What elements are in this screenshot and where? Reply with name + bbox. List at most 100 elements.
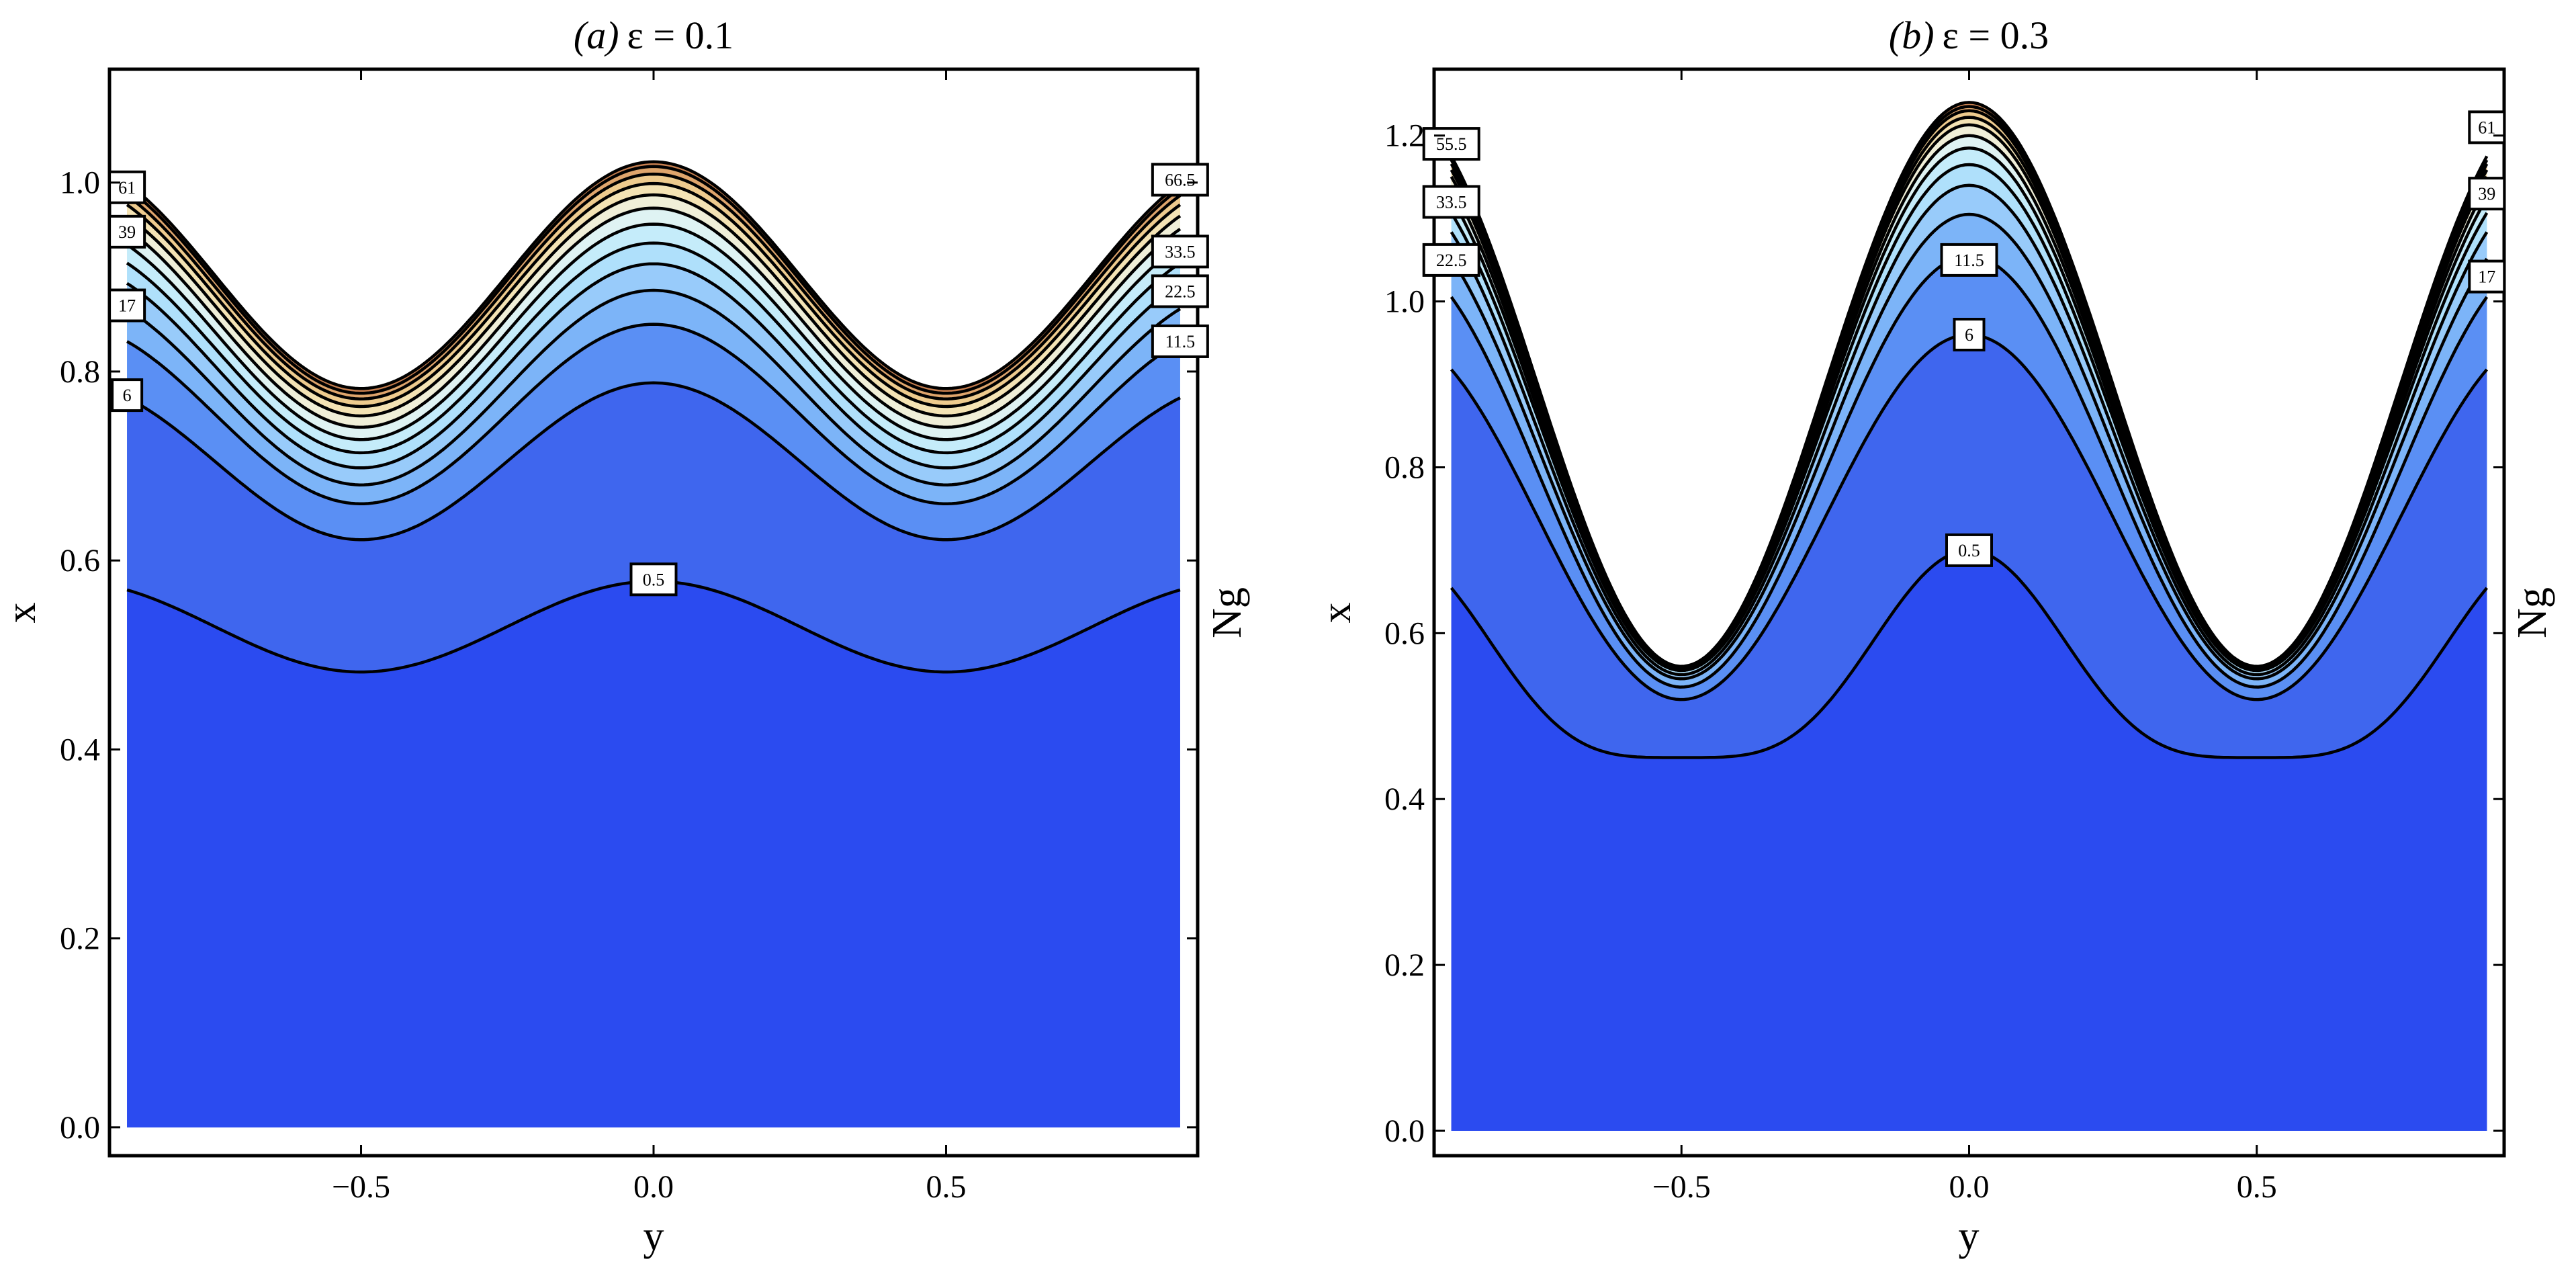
panel-a-contour-line-28 [126, 241, 1182, 455]
panel-a-contour-label-text: 6 [123, 386, 132, 405]
panel-a-y-tick-label: 0.4 [60, 732, 100, 767]
panel-b-contour-label-box [2468, 259, 2506, 294]
panel-b-contour-label-box [1945, 533, 1993, 567]
panel-a-contour-label-61: 61 [108, 170, 146, 204]
panel-a-ticks: −0.5 0.0 0.5 0.0 0.2 0.4 0.6 0.8 1.0 [60, 69, 1198, 1205]
panel-b-contour-label-text: 39 [2478, 184, 2495, 204]
panel-b-contour-label-text: 55.5 [1436, 134, 1467, 154]
panel-b-contour-label-55.5: 55.5 [1422, 127, 1480, 161]
panel-b-contour-label-box [2468, 110, 2506, 144]
panel-b-y-tick-label: 1.2 [1384, 118, 1425, 154]
panel-b-contour-label-box [1940, 243, 1998, 277]
panel-a-contour-line-61 [126, 165, 1182, 395]
panel-b-y-tick-label: 0.4 [1384, 781, 1425, 817]
panel-b-contour-label-box [2468, 177, 2506, 211]
panel-a-contour-label-text: 22.5 [1165, 282, 1196, 301]
panel-b-contour-line-66.5 [1450, 101, 2489, 668]
panel-a-contour-line-22.5 [126, 262, 1182, 470]
panel-b-contour-label-text: 6 [1965, 325, 1973, 345]
panel-a-contour-label-box [1151, 274, 1209, 308]
panel-a-contour-line-17 [126, 288, 1182, 486]
panel-a-y-axis-label: x [0, 603, 44, 624]
panel-a-contour-line-50 [126, 181, 1182, 409]
panel-b-contour-label-11.5: 11.5 [1940, 243, 1998, 277]
panel-b-title-prefix: (b) [1889, 13, 1935, 57]
panel-b-y-tick-label: 0.0 [1384, 1113, 1425, 1149]
panel-a-contour-label-box [108, 214, 146, 249]
panel-a-contour-label-box [629, 562, 678, 597]
panel-a-title: (a) ε = 0.1 [574, 13, 734, 57]
panel-a-contour-label-box [108, 288, 146, 323]
panel-b-y-tick-label: 0.2 [1384, 947, 1425, 983]
panel-a-contour-label-0.5: 0.5 [629, 562, 678, 597]
panel-b: (b) ε = 0.3 0.5 6 11.5 22.5 33.5 55.5 17 39 61 −0… [1314, 13, 2555, 1259]
panel-a-contour-label-text: 39 [118, 222, 136, 242]
panel-b-contour-label-text: 33.5 [1436, 192, 1467, 212]
panel-b-x-tick-label: 0.5 [2237, 1169, 2277, 1205]
panel-b-contour-label-box [1422, 243, 1480, 277]
panel-b-contour-label-box [1953, 317, 1986, 351]
panel-b-colorbar-label: Ng [2510, 587, 2555, 638]
panel-b-y-tick-label: 0.8 [1384, 450, 1425, 485]
panel-a-contour-label-box [111, 378, 144, 413]
panel-b-contour-label-text: 61 [2478, 118, 2495, 137]
panel-a-contour-label-box [1151, 234, 1209, 269]
panel-b-contour-label-17: 17 [2468, 259, 2506, 294]
panel-a-contour-label-text: 0.5 [643, 570, 665, 589]
panel-a-x-tick-label: 0.0 [633, 1169, 674, 1205]
panel-a-contour-label-text: 17 [118, 296, 136, 316]
panel-b-contour-label-box [1422, 127, 1480, 161]
panel-a-contour-label-33.5: 33.5 [1151, 234, 1209, 269]
panel-a-contour-label-39: 39 [108, 214, 146, 249]
panel-b-x-axis-label: y [1959, 1213, 1980, 1259]
panel-a-contour-label-11.5: 11.5 [1151, 324, 1209, 358]
panel-a-y-tick-label: 0.0 [60, 1110, 100, 1146]
panel-a-title-main: ε = 0.1 [627, 13, 734, 57]
panel-a-contour-label-text: 66.5 [1165, 171, 1196, 190]
panel-a-x-axis-label: y [643, 1213, 664, 1259]
panel-b-contour-label-0.5: 0.5 [1945, 533, 1993, 567]
panel-a-contour-label-box [1151, 163, 1209, 197]
panel-a-contour-line-33.5 [126, 222, 1182, 441]
panel-b-band-13 [1451, 550, 2487, 1131]
panel-a-contour-line-39 [126, 206, 1182, 429]
panel-a-contour-label-text: 11.5 [1165, 332, 1196, 351]
panel-a-title-prefix: (a) [574, 13, 619, 57]
panel-b-contour-label-39: 39 [2468, 177, 2506, 211]
panel-a-contour-label-text: 61 [118, 178, 136, 198]
panel-b-title-main: ε = 0.3 [1943, 13, 2049, 57]
panel-a-contour-label-box [1151, 324, 1209, 358]
panel-a-y-tick-label: 0.6 [60, 543, 100, 579]
panel-b-y-tick-label: 1.0 [1384, 284, 1425, 320]
panel-b-x-tick-label: −0.5 [1652, 1169, 1711, 1205]
panel-b-title: (b) ε = 0.3 [1889, 13, 2049, 57]
panel-a-contour-label-box [108, 170, 146, 204]
panel-a-band-13 [127, 581, 1180, 1127]
panel-b-y-tick-label: 0.6 [1384, 615, 1425, 651]
panel-b-contour-plot [1450, 101, 2489, 1131]
panel-b-contour-label-text: 11.5 [1954, 251, 1984, 270]
panel-b-ticks: −0.5 0.0 0.5 0.0 0.2 0.4 0.6 0.8 1.0 1.2 [1384, 69, 2504, 1205]
panel-b-x-tick-label: 0.0 [1949, 1169, 1990, 1205]
panel-a-colorbar-label: Ng [1204, 587, 1250, 638]
panel-b-contour-label-text: 17 [2478, 267, 2495, 287]
panel-a-contour-line-44.5 [126, 193, 1182, 418]
panel-a-contour-plot [126, 160, 1182, 1127]
panel-b-contour-label-22.5: 22.5 [1422, 243, 1480, 277]
panel-b-contour-label-text: 22.5 [1436, 251, 1467, 270]
panel-b-contour-line-17 [1450, 212, 2489, 681]
panel-b-contour-line-22.5 [1450, 183, 2489, 677]
panel-b-contour-label-box [1422, 185, 1480, 219]
panel-b-contour-label-6: 6 [1953, 317, 1986, 351]
panel-a-contour-line-11.5 [126, 323, 1182, 506]
panel-a-x-tick-label: −0.5 [332, 1169, 390, 1205]
panel-a-x-tick-label: 0.5 [926, 1169, 966, 1205]
panel-a-y-tick-label: 1.0 [60, 165, 100, 201]
panel-a-contour-label-text: 33.5 [1165, 242, 1196, 261]
panel-a: (a) ε = 0.1 0.5 6 17 39 61 11.5 22.5 33.5 66.5 −0… [0, 13, 1250, 1259]
panel-b-contour-label-61: 61 [2468, 110, 2506, 144]
panel-a-contour-line-55.5 [126, 172, 1182, 400]
panel-b-y-axis-label: x [1314, 603, 1360, 624]
panel-b-contour-label-33.5: 33.5 [1422, 185, 1480, 219]
